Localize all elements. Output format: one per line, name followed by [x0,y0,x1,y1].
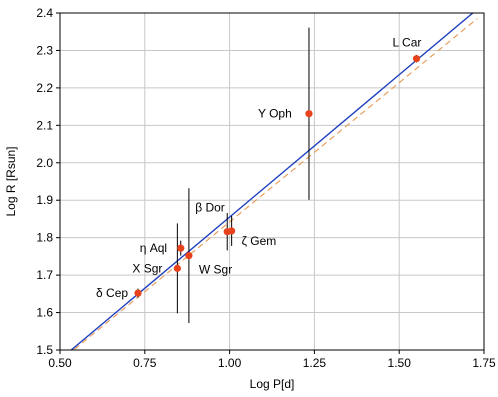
point-labels: δ Cep X Sgr η Aql W Sgr β Dor ζ Gem Y Oph L Car [96,36,421,300]
plot-frame [59,12,485,351]
point-label: X Sgr [132,261,162,275]
x-axis-label: Log P[d] [250,377,295,391]
fit-lines [70,13,478,350]
point-label: Y Oph [258,107,292,121]
y-tick-label: 2.2 [36,81,53,95]
data-point [412,55,421,63]
solid-fit-line [70,13,474,350]
y-tick-label: 2.3 [36,43,53,57]
x-tick-label: 0.50 [48,356,72,370]
y-tick-label: 2.4 [36,6,53,20]
y-axis-label: Log R [Rsun] [4,146,18,216]
y-tick-label: 1.5 [36,343,53,357]
point-label: W Sgr [199,263,232,277]
y-tick-label: 2.1 [36,118,53,132]
data-point [173,264,181,272]
data-point [185,252,193,260]
dashed-fit-line [72,18,478,350]
error-bars [137,27,417,324]
x-tick-label: 0.75 [133,356,157,370]
data-point [177,244,185,252]
point-label: ζ Gem [242,234,277,248]
x-tick-label: 1.50 [388,356,412,370]
y-tick-label: 1.6 [36,306,53,320]
y-tick-label: 1.7 [36,268,53,282]
x-tick-label: 1.25 [303,356,327,370]
y-tick-label: 1.9 [36,193,53,207]
point-label: δ Cep [96,286,128,300]
y-tick-label: 1.8 [36,231,53,245]
point-label: η Aql [140,241,167,255]
y-tick-label: 2.0 [36,156,53,170]
y-tick-labels: 1.5 1.6 1.7 1.8 1.9 2.0 2.1 2.2 2.3 2.4 [36,6,60,357]
point-label: L Car [392,36,421,50]
x-tick-label: 1.00 [218,356,242,370]
x-tick-labels: 0.50 0.75 1.00 1.25 1.50 1.75 [48,350,496,370]
data-point [305,110,313,118]
data-points [134,55,421,297]
data-point [134,289,142,297]
data-point [228,227,236,235]
x-tick-label: 1.75 [472,356,496,370]
point-label: β Dor [195,201,225,215]
